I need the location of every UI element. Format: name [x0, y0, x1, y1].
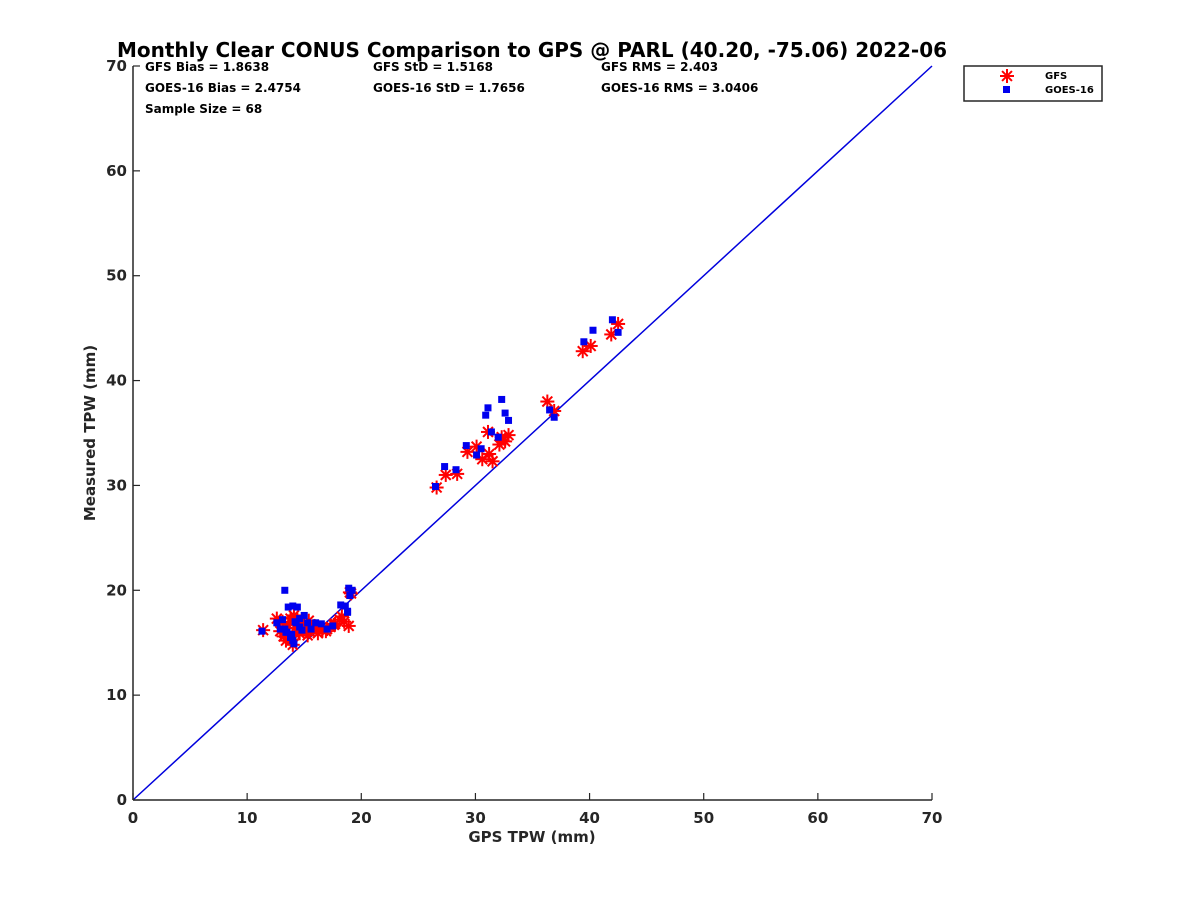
goes-point — [281, 586, 289, 594]
gfs-point — [341, 618, 356, 633]
goes-point — [344, 608, 352, 616]
gfs-point — [482, 446, 497, 461]
goes-point — [473, 451, 481, 459]
goes-point — [296, 623, 304, 631]
x-tick-label: 0 — [128, 809, 138, 827]
x-tick-label: 10 — [237, 809, 258, 827]
y-tick-label: 40 — [106, 372, 127, 390]
goes-point — [487, 428, 495, 436]
legend-gfs-asterisk — [1000, 69, 1014, 83]
goes-point — [341, 602, 349, 610]
stat-goes-std: GOES-16 StD = 1.7656 — [373, 81, 525, 95]
goes-point — [276, 625, 284, 633]
goes-point — [283, 628, 291, 636]
goes-point — [580, 338, 588, 346]
goes-point — [462, 442, 470, 450]
goes-point — [292, 619, 300, 627]
legend-goes-marker — [1003, 86, 1010, 93]
y-tick-label: 20 — [106, 581, 127, 599]
x-axis-label: GPS TPW (mm) — [468, 828, 595, 846]
plot-area: 0 10 20 30 40 50 60 70 0 10 20 30 40 50 60 70 — [106, 57, 942, 827]
goes-point — [289, 602, 297, 610]
x-tick-label: 20 — [351, 809, 372, 827]
goes-point — [477, 445, 485, 453]
y-tick-label: 0 — [117, 791, 127, 809]
goes-point — [494, 433, 502, 441]
x-tick-label: 50 — [693, 809, 714, 827]
y-axis-label: Measured TPW (mm) — [81, 345, 99, 521]
goes-point — [346, 592, 354, 600]
y-tick-label: 70 — [106, 57, 127, 75]
legend: GFS GOES-16 — [963, 65, 1103, 102]
gfs-series — [256, 316, 626, 652]
goes-point — [484, 404, 492, 412]
goes-point — [258, 627, 266, 635]
reference-line-layer — [132, 65, 933, 801]
legend-gfs-marker — [1000, 69, 1014, 83]
goes-point — [337, 601, 345, 609]
goes-point — [546, 406, 554, 414]
goes-point — [505, 416, 513, 424]
y-tick-label: 50 — [106, 267, 127, 285]
goes-point — [348, 586, 356, 594]
x-tick-label: 40 — [579, 809, 600, 827]
goes-point — [608, 316, 616, 324]
goes-point — [293, 603, 301, 611]
goes-point — [284, 603, 292, 611]
stat-sample-size: Sample Size = 68 — [145, 102, 262, 116]
goes-point — [312, 619, 320, 627]
gfs-point — [501, 428, 516, 443]
stat-goes-rms: GOES-16 RMS = 3.0406 — [601, 81, 758, 95]
goes-point — [296, 615, 304, 623]
goes-point — [589, 326, 597, 334]
goes-point — [288, 630, 296, 638]
gfs-point — [575, 344, 590, 359]
axis-ticks: 0 10 20 30 40 50 60 70 0 10 20 30 40 50 60 70 — [106, 57, 942, 827]
goes-point — [452, 466, 460, 474]
gfs-point — [438, 467, 453, 482]
stat-goes-bias: GOES-16 Bias = 2.4754 — [145, 81, 301, 95]
goes-point — [614, 328, 622, 336]
legend-goes-label: GOES-16 — [1045, 85, 1094, 96]
goes-point — [279, 616, 287, 624]
y-tick-label: 60 — [106, 162, 127, 180]
x-tick-label: 30 — [465, 809, 486, 827]
stat-gfs-std: GFS StD = 1.5168 — [373, 60, 493, 74]
x-tick-label: 60 — [807, 809, 828, 827]
stat-gfs-rms: GFS RMS = 2.403 — [601, 60, 718, 74]
goes-point — [317, 620, 325, 628]
goes-point — [431, 482, 439, 490]
x-tick-label: 70 — [922, 809, 943, 827]
goes-point — [482, 411, 490, 419]
goes-point — [441, 463, 449, 471]
goes-point — [501, 409, 509, 417]
legend-gfs-label: GFS — [1045, 71, 1067, 82]
goes-point — [307, 625, 315, 633]
goes-point — [323, 625, 331, 633]
goes-point — [304, 619, 312, 627]
goes-point — [550, 413, 558, 421]
goes-series — [258, 316, 622, 648]
gfs-point — [540, 394, 555, 409]
legend-box — [963, 65, 1103, 102]
chart-title: Monthly Clear CONUS Comparison to GPS @ … — [117, 38, 947, 62]
y-tick-label: 10 — [106, 686, 127, 704]
goes-point — [273, 619, 281, 627]
y-tick-label: 30 — [106, 476, 127, 494]
goes-point — [290, 640, 298, 648]
stat-gfs-bias: GFS Bias = 1.8638 — [145, 60, 269, 74]
reference-line — [132, 65, 933, 801]
goes-point — [300, 611, 308, 619]
goes-point — [329, 622, 337, 630]
gfs-point — [583, 338, 598, 353]
goes-point — [498, 395, 506, 403]
